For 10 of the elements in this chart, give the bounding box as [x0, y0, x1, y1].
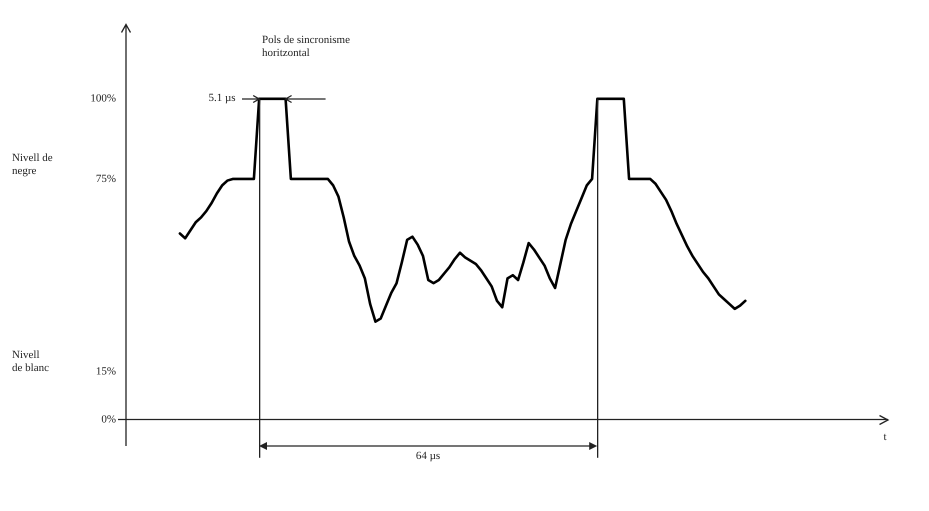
- y-tick-label: 0%: [101, 413, 116, 426]
- text: Nivell de blanc: [12, 348, 50, 374]
- y-tick-label: 15%: [96, 365, 116, 378]
- text: t: [883, 430, 887, 443]
- y-tick-label: 100%: [90, 92, 116, 105]
- annotation: 5.1 µs: [208, 92, 236, 104]
- annotation: 64 µs: [416, 450, 440, 462]
- annotation: Pols de sincronisme horitzontal: [262, 34, 350, 59]
- y-tick-label: 75%: [96, 172, 116, 185]
- text: Nivell de negre: [12, 152, 53, 177]
